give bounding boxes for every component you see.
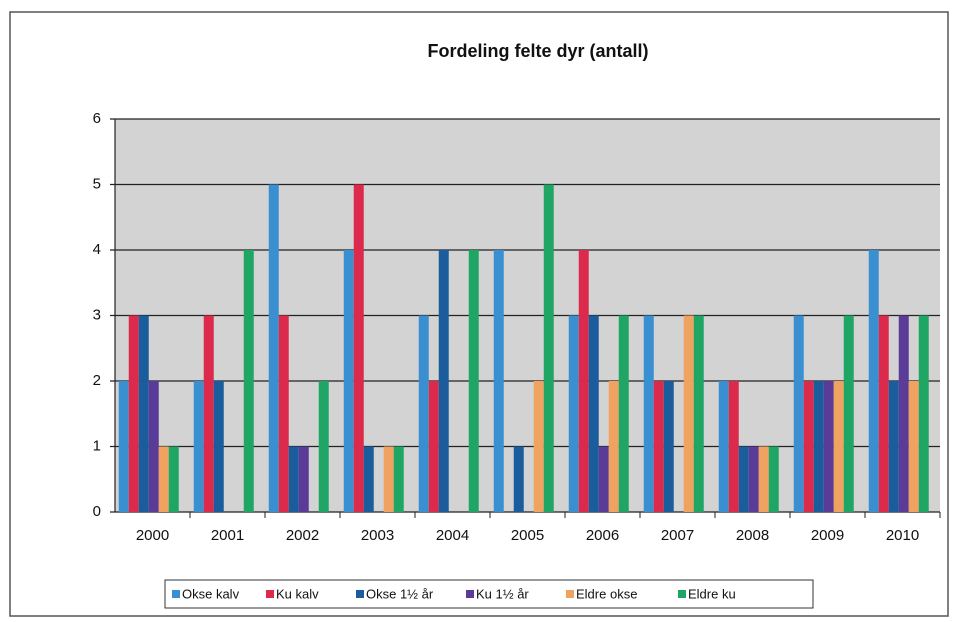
x-tick-label: 2007 [661, 527, 694, 544]
bar [138, 315, 149, 512]
bar [493, 250, 504, 512]
bar [243, 250, 254, 512]
bar [918, 315, 929, 512]
bar [768, 446, 779, 512]
y-tick-label: 6 [93, 110, 101, 127]
bar [118, 381, 129, 512]
bar [868, 250, 879, 512]
bar [268, 184, 279, 512]
bar [793, 315, 804, 512]
bar [543, 184, 554, 512]
bar [513, 446, 524, 512]
x-tick-label: 2001 [211, 527, 244, 544]
y-tick-label: 3 [93, 306, 101, 323]
bar [213, 381, 224, 512]
bar [618, 315, 629, 512]
x-tick-label: 2003 [361, 527, 394, 544]
bar [693, 315, 704, 512]
bar [168, 446, 179, 512]
bar [428, 381, 439, 512]
y-tick-label: 2 [93, 372, 101, 389]
bar [748, 446, 759, 512]
y-tick-label: 4 [93, 241, 101, 258]
legend-text: Eldre okse [576, 586, 637, 601]
bar [898, 315, 909, 512]
bar [278, 315, 289, 512]
bar [438, 250, 449, 512]
legend-swatch [466, 590, 474, 598]
bar [823, 381, 834, 512]
x-tick-label: 2010 [886, 527, 919, 544]
x-tick-label: 2006 [586, 527, 619, 544]
bar [468, 250, 479, 512]
bar [383, 446, 394, 512]
x-tick-label: 2005 [511, 527, 544, 544]
bar [728, 381, 739, 512]
bar [683, 315, 694, 512]
bar [193, 381, 204, 512]
bar [203, 315, 214, 512]
bar [598, 446, 609, 512]
bar [588, 315, 599, 512]
bar [718, 381, 729, 512]
bar [363, 446, 374, 512]
legend-swatch [678, 590, 686, 598]
bar [738, 446, 749, 512]
bar [393, 446, 404, 512]
bar [568, 315, 579, 512]
bar [318, 381, 329, 512]
bar [888, 381, 899, 512]
legend-text: Eldre ku [688, 586, 736, 601]
bar [533, 381, 544, 512]
bar [813, 381, 824, 512]
bar [353, 184, 364, 512]
bar [663, 381, 674, 512]
bar [878, 315, 889, 512]
chart-title: Fordeling felte dyr (antall) [427, 41, 648, 61]
bar [158, 446, 169, 512]
y-tick-label: 5 [93, 175, 101, 192]
bar [418, 315, 429, 512]
x-tick-label: 2008 [736, 527, 769, 544]
bar [653, 381, 664, 512]
bar [578, 250, 589, 512]
bar [908, 381, 919, 512]
x-tick-label: 2009 [811, 527, 844, 544]
legend-swatch [356, 590, 364, 598]
legend-text: Ku kalv [276, 586, 319, 601]
bar [288, 446, 299, 512]
x-tick-label: 2000 [136, 527, 169, 544]
bar [833, 381, 844, 512]
bar [758, 446, 769, 512]
y-tick-label: 1 [93, 437, 101, 454]
y-tick-label: 0 [93, 503, 101, 520]
legend-text: Okse kalv [182, 586, 240, 601]
legend-swatch [266, 590, 274, 598]
legend-swatch [172, 590, 180, 598]
bar [298, 446, 309, 512]
x-tick-label: 2004 [436, 527, 469, 544]
x-tick-label: 2002 [286, 527, 319, 544]
bar [128, 315, 139, 512]
bar [803, 381, 814, 512]
bar [643, 315, 654, 512]
legend-text: Okse 1½ år [366, 586, 434, 601]
legend-text: Ku 1½ år [476, 586, 529, 601]
legend-swatch [566, 590, 574, 598]
bar [608, 381, 619, 512]
bar [148, 381, 159, 512]
bar [343, 250, 354, 512]
bar [843, 315, 854, 512]
